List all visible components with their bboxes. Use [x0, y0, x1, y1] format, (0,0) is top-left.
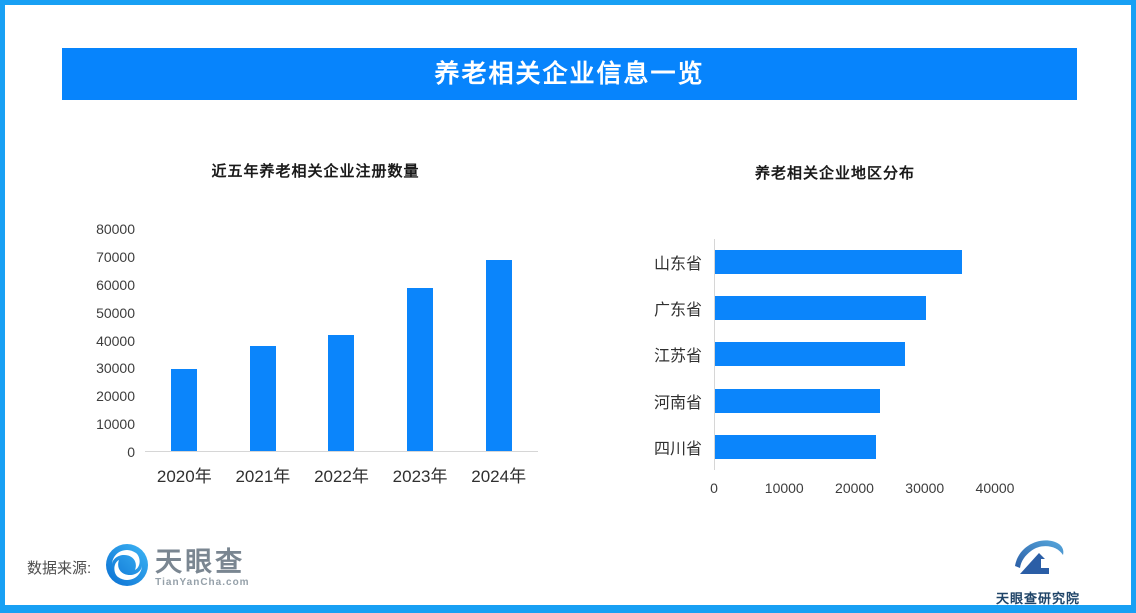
title-banner: 养老相关企业信息一览	[62, 48, 1077, 100]
bar-2021年	[249, 346, 276, 451]
x-tick-label: 20000	[835, 479, 874, 496]
bar-slot-2021年	[224, 229, 303, 451]
y-tick-label: 60000	[96, 276, 135, 293]
right-chart-x-axis: 0 10000 20000 30000 40000	[710, 479, 1095, 498]
tianyancha-logo: 天眼查 TianYanCha.com	[105, 543, 249, 592]
bar-row-广东省	[715, 285, 1095, 331]
bar-row-四川省	[715, 424, 1095, 470]
left-chart-x-labels: 2020年 2021年 2022年 2023年 2024年	[145, 462, 538, 487]
institute-name: 天眼查研究院	[995, 591, 1080, 606]
left-chart-plot: 0 10000 20000 30000 40000 50000 60000 70000 8000…	[93, 221, 538, 460]
right-chart-bars-area	[714, 239, 1095, 470]
bar-河南省	[715, 388, 880, 413]
x-category-label: 2022年	[314, 467, 369, 486]
x-category-label: 2021年	[235, 467, 291, 486]
left-chart-bars-area	[145, 229, 538, 452]
page-title: 养老相关企业信息一览	[434, 60, 705, 88]
y-tick-label: 50000	[96, 304, 135, 321]
x-tick-label: 40000	[975, 479, 1015, 496]
x-tick-label: 30000	[905, 479, 945, 496]
bar-2023年	[407, 288, 434, 451]
tianyancha-institute-icon	[1011, 540, 1065, 585]
data-source-label: 数据来源:	[27, 560, 92, 577]
bar-2020年	[171, 369, 198, 451]
category-label-江苏省: 江苏省	[653, 348, 702, 366]
tianyancha-eye-icon	[105, 543, 149, 592]
x-tick-label: 0	[710, 479, 718, 496]
registrations-bar-chart: 近五年养老相关企业注册数量 0 10000 20000 30000 40000 50000…	[93, 155, 538, 487]
tianyancha-wordmark: 天眼查 TianYanCha.com	[155, 548, 249, 588]
x-category-label: 2023年	[392, 467, 448, 486]
region-bar-chart: 养老相关企业地区分布 山东省广东省江苏省河南省四川省 0 10000 20000 30…	[645, 157, 1095, 498]
x-category-label: 2024年	[471, 467, 527, 486]
category-label-山东省: 山东省	[653, 256, 702, 274]
y-tick-label: 40000	[96, 332, 135, 349]
bar-2022年	[328, 335, 355, 451]
bar-江苏省	[715, 342, 905, 367]
category-label-四川省: 四川省	[653, 440, 702, 458]
y-tick-label: 80000	[96, 221, 135, 237]
bar-slot-2024年	[459, 229, 538, 451]
category-label-广东省: 广东省	[653, 302, 702, 320]
y-tick-label: 20000	[96, 388, 135, 405]
bar-广东省	[715, 296, 926, 321]
y-tick-label: 0	[127, 444, 135, 460]
bar-row-河南省	[715, 378, 1095, 424]
institute-logo: 天眼查研究院	[983, 535, 1093, 606]
tianyancha-domain: TianYanCha.com	[155, 576, 250, 588]
left-chart-y-axis: 0 10000 20000 30000 40000 50000 60000 70000 8000…	[93, 221, 145, 460]
x-tick-label: 10000	[764, 479, 804, 496]
y-tick-label: 30000	[96, 360, 135, 377]
bar-row-山东省	[715, 239, 1095, 285]
right-chart-title: 养老相关企业地区分布	[754, 165, 915, 182]
y-tick-label: 70000	[96, 248, 135, 265]
bar-slot-2020年	[145, 229, 224, 451]
bar-2024年	[485, 260, 512, 451]
tianyancha-name: 天眼查	[155, 546, 246, 577]
bar-slot-2022年	[302, 229, 381, 451]
x-category-label: 2020年	[156, 467, 212, 486]
y-tick-label: 10000	[96, 416, 135, 433]
right-chart-category-labels: 山东省广东省江苏省河南省四川省	[645, 239, 714, 470]
right-chart-plot: 山东省广东省江苏省河南省四川省	[645, 239, 1095, 470]
bar-row-江苏省	[715, 331, 1095, 377]
data-source: 数据来源: 天眼查 TianYanCha.com	[27, 543, 250, 592]
left-chart-title: 近五年养老相关企业注册数量	[211, 163, 420, 180]
bar-四川省	[715, 434, 876, 459]
category-label-河南省: 河南省	[653, 394, 702, 412]
bar-slot-2023年	[381, 229, 460, 451]
bar-山东省	[715, 250, 962, 275]
